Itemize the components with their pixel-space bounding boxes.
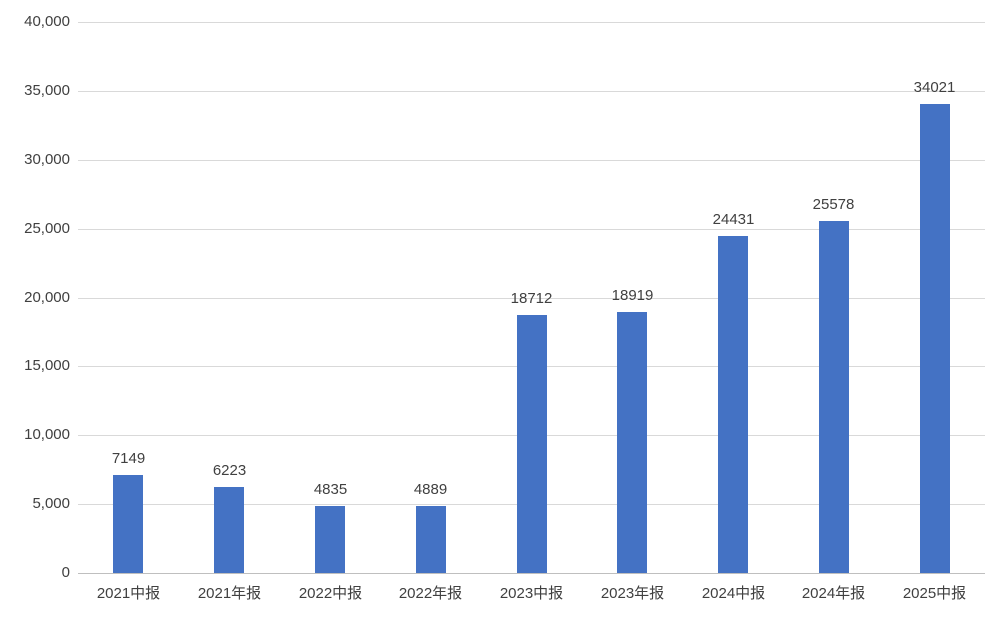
bar	[718, 236, 748, 573]
bar-value-label: 18712	[510, 290, 553, 307]
y-axis-label: 20,000	[24, 289, 70, 306]
bar	[113, 475, 143, 573]
bar-value-label: 24431	[712, 211, 755, 228]
bar	[214, 487, 244, 573]
y-axis-label: 5,000	[32, 495, 70, 512]
bar	[416, 506, 446, 573]
bar	[517, 315, 547, 573]
bar-value-label: 4835	[313, 481, 348, 498]
x-axis-label: 2023年报	[600, 585, 665, 602]
x-axis-label: 2024中报	[701, 585, 766, 602]
x-axis-label: 2023中报	[499, 585, 564, 602]
bar	[315, 506, 345, 573]
grid-line	[78, 22, 985, 23]
y-axis-label: 40,000	[24, 13, 70, 30]
y-axis-label: 30,000	[24, 151, 70, 168]
y-axis-label: 0	[61, 564, 70, 581]
grid-line	[78, 298, 985, 299]
bar	[920, 104, 950, 573]
y-axis-label: 15,000	[24, 357, 70, 374]
bar-value-label: 34021	[913, 79, 956, 96]
x-axis-label: 2024年报	[801, 585, 866, 602]
x-axis-label: 2022中报	[298, 585, 363, 602]
x-axis-label: 2025中报	[902, 585, 967, 602]
y-axis-label: 25,000	[24, 220, 70, 237]
bar-value-label: 18919	[611, 287, 654, 304]
y-axis-label: 10,000	[24, 426, 70, 443]
bar-value-label: 6223	[212, 462, 247, 479]
grid-line	[78, 229, 985, 230]
x-axis-label: 2021中报	[96, 585, 161, 602]
x-axis-line	[78, 573, 985, 574]
x-axis-label: 2021年报	[197, 585, 262, 602]
y-axis-label: 35,000	[24, 82, 70, 99]
bar	[819, 221, 849, 573]
x-axis-label: 2022年报	[398, 585, 463, 602]
bar	[617, 312, 647, 573]
grid-line	[78, 160, 985, 161]
bar-value-label: 4889	[413, 481, 448, 498]
bar-value-label: 25578	[812, 196, 855, 213]
grid-line	[78, 91, 985, 92]
bar-value-label: 7149	[111, 450, 146, 467]
